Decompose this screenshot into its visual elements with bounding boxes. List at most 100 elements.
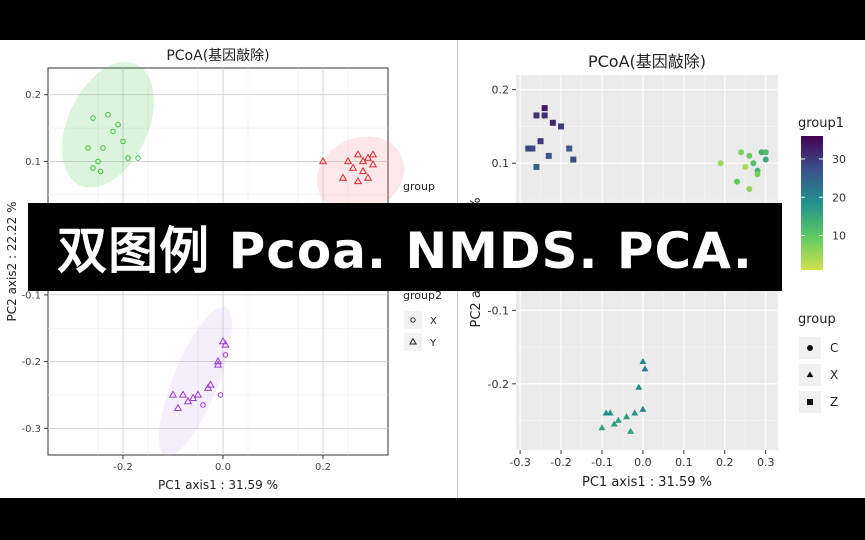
legend-key <box>409 337 417 345</box>
legend-key <box>807 345 813 351</box>
chart-title: PCoA(基因敲除) <box>166 47 269 64</box>
data-point <box>635 383 643 390</box>
y-tick-label: -0.2 <box>21 357 41 368</box>
data-point <box>627 427 635 434</box>
data-point <box>566 145 573 152</box>
legend-key-bg <box>404 333 422 351</box>
y-tick-label: 0.2 <box>492 84 510 97</box>
confidence-ellipse <box>158 306 233 457</box>
y-tick-label: 0.1 <box>492 157 510 170</box>
x-tick-label: 0.2 <box>716 456 734 469</box>
data-point <box>533 112 540 119</box>
legend-title: group <box>403 180 435 193</box>
data-point <box>598 424 606 431</box>
legend-key <box>807 399 813 405</box>
data-point <box>85 145 91 151</box>
data-point <box>178 390 188 398</box>
data-point <box>738 149 745 156</box>
x-axis-label: PC1 axis1 : 31.59 % <box>158 478 278 492</box>
data-point <box>168 390 178 398</box>
legend-title: group <box>798 312 836 327</box>
data-point <box>90 165 96 171</box>
data-point <box>746 152 753 159</box>
data-point <box>631 409 639 416</box>
data-point <box>203 383 213 391</box>
data-point <box>746 185 753 192</box>
data-point <box>623 413 631 420</box>
data-point <box>135 155 141 161</box>
data-point <box>641 365 649 372</box>
data-point <box>545 152 552 159</box>
data-point <box>218 336 228 345</box>
legend-key <box>410 317 416 323</box>
data-point <box>213 356 223 365</box>
data-point <box>200 402 206 408</box>
data-point <box>206 380 215 388</box>
data-point <box>343 156 353 165</box>
data-point <box>734 178 741 185</box>
data-point <box>95 158 101 165</box>
data-point <box>115 121 121 128</box>
x-tick-label: -0.3 <box>509 456 530 469</box>
data-point <box>183 397 193 405</box>
data-point <box>348 163 358 171</box>
data-point <box>125 155 131 161</box>
y-tick-label: -0.3 <box>21 424 41 435</box>
data-point <box>188 393 198 401</box>
legend-label: Y <box>429 338 437 349</box>
legend-title: group1 <box>798 116 844 131</box>
data-point <box>525 145 532 152</box>
chart-title: PCoA(基因敲除) <box>588 52 706 71</box>
data-point <box>368 160 378 168</box>
data-point <box>717 160 724 167</box>
y-tick-label: 0.2 <box>25 90 41 101</box>
data-point <box>750 160 757 167</box>
data-point <box>120 138 126 145</box>
data-point <box>173 403 183 411</box>
x-tick-label: 0.3 <box>757 456 775 469</box>
y-tick-label: 0.1 <box>25 157 41 168</box>
colorbar-label: 10 <box>832 230 846 243</box>
data-point <box>90 115 96 121</box>
x-tick-label: 0.0 <box>215 462 231 473</box>
colorbar-label: 30 <box>832 153 846 166</box>
data-point <box>353 150 363 158</box>
data-point <box>541 105 548 112</box>
confidence-ellipse <box>62 61 154 188</box>
data-point <box>614 416 622 423</box>
data-point <box>97 168 104 175</box>
data-point <box>549 119 556 126</box>
data-point <box>610 420 618 427</box>
data-point <box>541 112 548 119</box>
data-point <box>742 163 749 170</box>
data-point <box>602 409 610 416</box>
y-axis-label: PC2 axis2 : 22.22 % <box>5 202 19 322</box>
data-point <box>639 405 647 412</box>
x-tick-label: -0.2 <box>113 462 133 473</box>
y-tick-label: -0.1 <box>488 304 509 317</box>
data-point <box>110 128 116 135</box>
legend-key-bg <box>404 311 422 329</box>
data-point <box>100 145 106 151</box>
title-banner: 双图例 Pcoa. NMDS. PCA. <box>28 203 782 291</box>
legend-label: X <box>830 368 838 382</box>
y-tick-label: -0.2 <box>488 378 509 391</box>
data-point <box>193 390 203 398</box>
legend-label: C <box>830 341 838 355</box>
data-point <box>762 149 769 156</box>
data-point <box>217 392 224 398</box>
colorbar-label: 20 <box>832 191 846 204</box>
data-point <box>537 138 544 145</box>
x-axis-label: PC1 axis1 : 31.59 % <box>582 475 712 490</box>
data-point <box>558 123 565 130</box>
legend-title: group2 <box>403 289 442 302</box>
x-tick-label: 0.1 <box>675 456 693 469</box>
x-tick-label: 0.2 <box>315 462 331 473</box>
data-point <box>363 173 373 181</box>
data-point <box>533 163 540 170</box>
data-point <box>358 166 368 175</box>
data-point <box>368 150 378 158</box>
x-tick-label: 0.0 <box>634 456 652 469</box>
data-point <box>222 352 229 358</box>
data-point <box>338 173 348 181</box>
